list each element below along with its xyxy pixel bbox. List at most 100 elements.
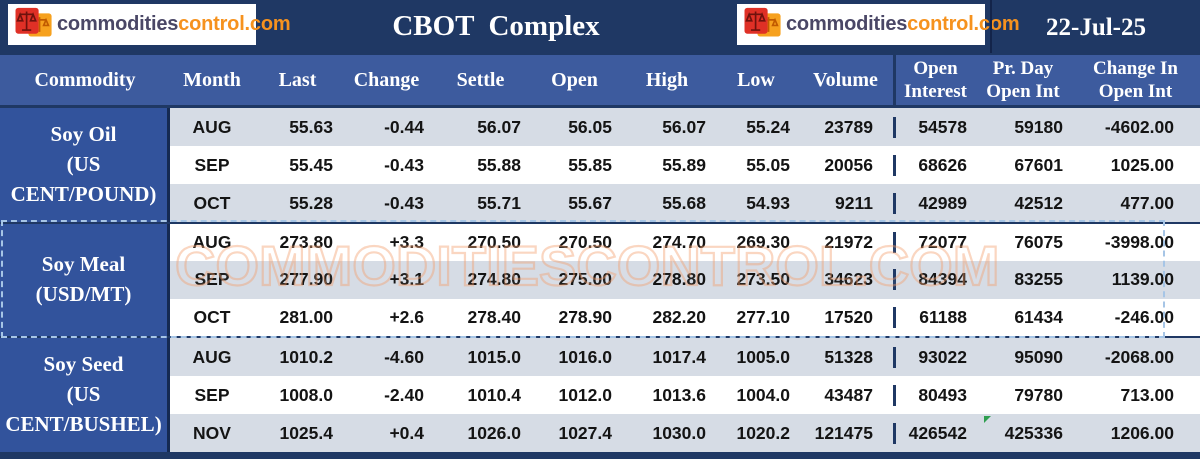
cell-settle: 55.71 — [477, 192, 521, 213]
top-bar: commoditiescontrol.com CBOT Complex comm… — [0, 0, 1200, 55]
cell-high: 1013.6 — [652, 384, 706, 405]
cell-change-in-open-int: 1025.00 — [1110, 154, 1174, 175]
cell-change: +2.6 — [389, 306, 424, 327]
cell-last: 1025.4 — [279, 422, 333, 443]
cell-open-interest: 426542 — [893, 422, 975, 444]
group-soy-oil: Soy Oil (US CENT/POUND) AUG 55.63 -0.44 … — [0, 108, 1200, 222]
logo-text-commodities: commodities — [786, 13, 908, 35]
header-change: Change — [353, 68, 420, 91]
cell-month: AUG — [192, 116, 232, 137]
cell-open-interest: 68626 — [893, 154, 975, 176]
table-body: Soy Oil (US CENT/POUND) AUG 55.63 -0.44 … — [0, 108, 1200, 452]
cell-high: 55.89 — [662, 154, 706, 175]
header-open-interest: Open Interest — [893, 55, 975, 105]
header-open: Open — [551, 68, 598, 91]
cell-month: OCT — [193, 306, 231, 327]
cell-change-in-open-int: -3998.00 — [1104, 232, 1174, 253]
cell-change: +0.4 — [389, 422, 424, 443]
table-row: OCT 281.00 +2.6 278.40 278.90 282.20 277… — [170, 298, 1200, 336]
cell-open: 278.90 — [558, 306, 612, 327]
cell-settle: 270.50 — [467, 232, 521, 253]
cell-last: 1008.0 — [279, 384, 333, 405]
cell-month: OCT — [193, 192, 231, 213]
cell-open: 270.50 — [558, 232, 612, 253]
cell-low: 1004.0 — [736, 384, 790, 405]
table-row: SEP 1008.0 -2.40 1010.4 1012.0 1013.6 10… — [170, 376, 1200, 414]
cell-open: 56.05 — [568, 116, 612, 137]
cell-high: 1017.4 — [652, 346, 706, 367]
table-row: AUG 1010.2 -4.60 1015.0 1016.0 1017.4 10… — [170, 338, 1200, 376]
commodity-label-soy-meal: Soy Meal (USD/MT) — [0, 224, 170, 336]
cell-last: 55.63 — [289, 116, 333, 137]
cell-open-interest: 93022 — [893, 346, 975, 368]
cell-month: AUG — [192, 232, 232, 253]
cell-volume: 23789 — [824, 116, 873, 137]
scales-icon — [744, 7, 781, 37]
cell-low: 269.30 — [736, 232, 790, 253]
cell-open-interest: 42989 — [893, 192, 975, 214]
cell-month: SEP — [194, 269, 230, 290]
logo-text-commodities: commodities — [57, 13, 179, 35]
cell-low: 1020.2 — [736, 422, 790, 443]
cell-high: 282.20 — [652, 306, 706, 327]
cell-open-interest: 72077 — [893, 232, 975, 254]
cell-pr-day-open-int: 67601 — [1014, 154, 1063, 175]
cell-low: 55.05 — [746, 154, 790, 175]
cell-month: SEP — [194, 154, 230, 175]
cell-open-interest: 61188 — [893, 306, 975, 328]
commodity-label-soy-oil: Soy Oil (US CENT/POUND) — [0, 108, 170, 222]
cell-pr-day-open-int: 79780 — [1014, 384, 1063, 405]
cell-settle: 56.07 — [477, 116, 521, 137]
cell-settle: 274.80 — [467, 269, 521, 290]
header-volume: Volume — [813, 68, 878, 91]
header-commodity: Commodity — [34, 68, 136, 91]
cell-last: 55.28 — [289, 192, 333, 213]
cell-change-in-open-int: -4602.00 — [1104, 116, 1174, 137]
header-month: Month — [183, 68, 241, 91]
cell-high: 1030.0 — [652, 422, 706, 443]
cell-high: 55.68 — [662, 192, 706, 213]
header-high: High — [645, 68, 689, 91]
table-row: SEP 277.90 +3.1 274.80 275.00 278.80 273… — [170, 261, 1200, 299]
cell-volume: 20056 — [824, 154, 873, 175]
cell-change: +3.3 — [389, 232, 424, 253]
cell-low: 277.10 — [736, 306, 790, 327]
cell-settle: 1026.0 — [467, 422, 521, 443]
column-header-row: Commodity Month Last Change Settle Open … — [0, 55, 1200, 108]
report-date: 22-Jul-25 — [990, 0, 1200, 53]
commodity-label-soy-seed: Soy Seed (US CENT/BUSHEL) — [0, 338, 170, 452]
cell-change: -4.60 — [384, 346, 424, 367]
header-pr-day-open-int: Pr. Day Open Int — [986, 57, 1060, 102]
cell-open: 1016.0 — [558, 346, 612, 367]
cell-change-in-open-int: 1139.00 — [1111, 269, 1174, 290]
group-divider — [0, 222, 1200, 224]
cell-low: 55.24 — [746, 116, 790, 137]
logo-text: commoditiescontrol.com — [786, 13, 1020, 36]
header-settle: Settle — [456, 68, 505, 91]
cell-change-in-open-int: 713.00 — [1120, 384, 1174, 405]
cell-low: 273.50 — [736, 269, 790, 290]
cell-settle: 1015.0 — [467, 346, 521, 367]
cell-change: -0.43 — [384, 154, 424, 175]
cell-high: 56.07 — [662, 116, 706, 137]
table-row: OCT 55.28 -0.43 55.71 55.67 55.68 54.93 … — [170, 184, 1200, 222]
cell-change: +3.1 — [389, 269, 424, 290]
cell-pr-day-open-int: 59180 — [1014, 116, 1063, 137]
scales-icon — [15, 7, 52, 37]
logo-text-control: control.com — [178, 13, 291, 35]
cell-pr-day-open-int: 425336 — [1004, 422, 1063, 443]
cell-open: 1012.0 — [558, 384, 612, 405]
cell-last: 55.45 — [289, 154, 333, 175]
cell-last: 281.00 — [279, 306, 333, 327]
cell-low: 1005.0 — [736, 346, 790, 367]
cell-open-interest: 80493 — [893, 384, 975, 406]
cell-pr-day-open-int: 76075 — [1014, 232, 1063, 253]
logo-text: commoditiescontrol.com — [57, 13, 291, 36]
cell-month: NOV — [193, 422, 231, 443]
cell-last: 277.90 — [279, 269, 333, 290]
cell-change-in-open-int: -246.00 — [1114, 306, 1174, 327]
cell-high: 278.80 — [652, 269, 706, 290]
cell-open: 55.85 — [568, 154, 612, 175]
cell-open: 55.67 — [568, 192, 612, 213]
cell-settle: 278.40 — [467, 306, 521, 327]
